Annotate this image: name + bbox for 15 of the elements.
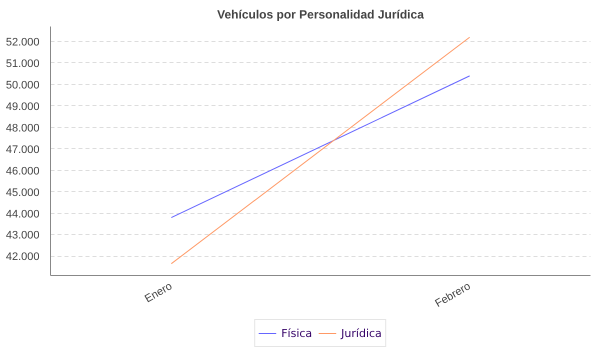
y-tick-label: 47.000 xyxy=(6,144,40,156)
x-tick-label: Enero xyxy=(142,280,174,306)
y-tick-label: 48.000 xyxy=(6,122,40,134)
y-tick-label: 44.000 xyxy=(6,208,40,220)
y-tick-label: 52.000 xyxy=(6,36,40,49)
legend-label: Jurídica xyxy=(341,326,382,340)
y-tick-label: 49.000 xyxy=(6,100,40,113)
chart-title: Vehículos por Personalidad Jurídica xyxy=(217,8,424,22)
y-tick-label: 51.000 xyxy=(6,58,40,70)
y-tick-label: 42.000 xyxy=(6,251,40,264)
y-tick-label: 45.000 xyxy=(6,186,40,199)
legend-label: Física xyxy=(281,326,312,340)
y-tick-label: 46.000 xyxy=(6,165,40,178)
y-tick-label: 43.000 xyxy=(6,230,40,242)
y-tick-label: 50.000 xyxy=(6,79,40,92)
